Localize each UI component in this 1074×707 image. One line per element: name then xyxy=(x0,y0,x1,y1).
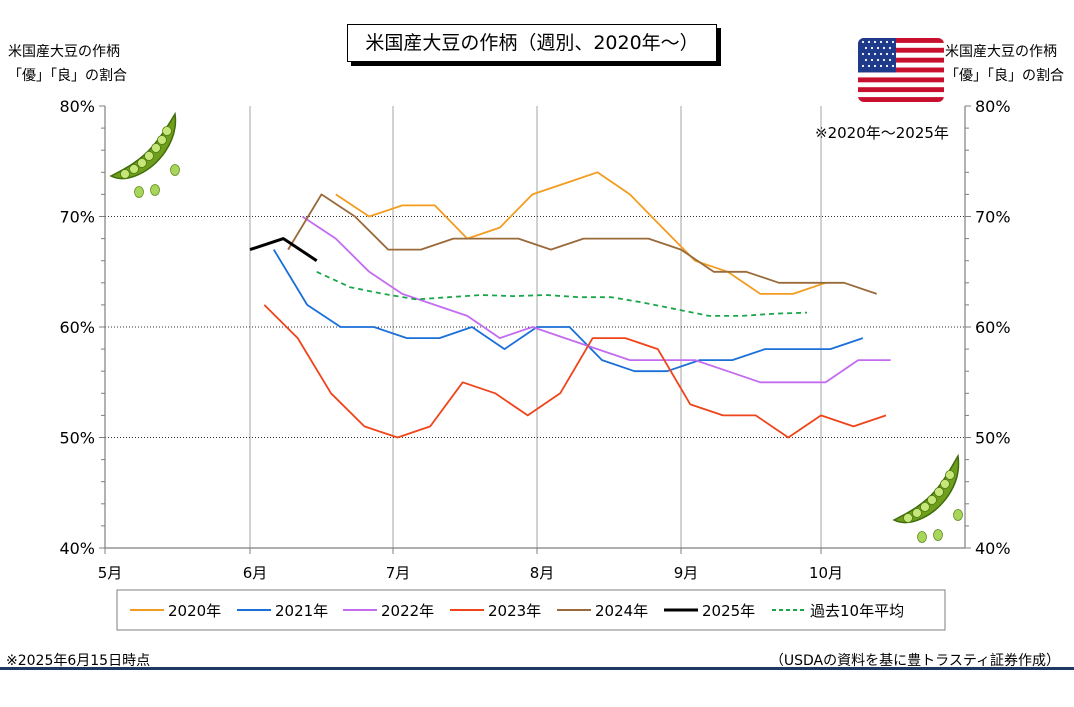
legend-label: 2025年 xyxy=(702,602,755,620)
left-axis-label-line2: 「優」「良」の割合 xyxy=(8,68,127,84)
date-note: ※2025年6月15日時点 xyxy=(6,653,151,669)
left-axis-label-line1: 米国産大豆の作柄 xyxy=(8,44,120,60)
legend-label: 2023年 xyxy=(488,602,541,620)
series-line-2022年 xyxy=(301,215,891,384)
right-axis-label: 米国産大豆の作柄 「優」「良」の割合 xyxy=(945,40,1064,88)
right-axis-label-line2: 「優」「良」の割合 xyxy=(945,68,1064,84)
series-line-2021年 xyxy=(273,249,864,373)
edamame-pod-icon-bottom-right xyxy=(890,450,970,548)
x-tick-label: 6月 xyxy=(243,564,268,582)
footer-rule xyxy=(0,667,1074,670)
chart-legend: 2020年 2021年 2022年 2023年 2024年 2025年 過去10年平均 xyxy=(116,589,946,631)
legend-label: 過去10年平均 xyxy=(810,602,904,620)
legend-label: 2021年 xyxy=(275,602,328,620)
series-line-2024年 xyxy=(287,193,877,295)
legend-label: 2024年 xyxy=(595,602,648,620)
period-note: ※2020年〜2025年 xyxy=(815,124,949,142)
y-tick-label-right: 70% xyxy=(975,208,1011,227)
x-tick-label: 8月 xyxy=(530,564,555,582)
left-axis-label: 米国産大豆の作柄 「優」「良」の割合 xyxy=(8,40,127,88)
y-tick-label-right: 40% xyxy=(975,539,1011,558)
y-tick-label-left: 50% xyxy=(59,429,95,448)
source-note: （USDAの資料を基に豊トラスティ証券作成） xyxy=(769,653,1060,669)
series-line-2025年 xyxy=(249,237,318,262)
y-tick-label-left: 40% xyxy=(59,539,95,558)
y-tick-label-right: 80% xyxy=(975,97,1011,116)
chart-title: 米国産大豆の作柄（週別、2020年〜） xyxy=(347,24,717,62)
x-tick-label: 9月 xyxy=(674,564,699,582)
crop-condition-chart: 40% 40% 50% 50% 60% 60% 70% 70% 80% 80% 5月 6月 7月 8月 9月… xyxy=(59,97,1011,631)
y-tick-label-left: 70% xyxy=(59,208,95,227)
us-flag-icon xyxy=(858,38,944,102)
y-tick-label-right: 60% xyxy=(975,318,1011,337)
right-axis-label-line1: 米国産大豆の作柄 xyxy=(945,44,1057,60)
series-line-過去10年平均 xyxy=(316,270,808,317)
x-tick-label: 7月 xyxy=(386,564,411,582)
y-tick-label-right: 50% xyxy=(975,429,1011,448)
series-line-2023年 xyxy=(263,304,887,439)
y-tick-label-left: 80% xyxy=(59,97,95,116)
legend-label: 2020年 xyxy=(168,602,221,620)
x-tick-label: 5月 xyxy=(98,564,123,582)
y-tick-label-left: 60% xyxy=(59,318,95,337)
x-tick-label: 10月 xyxy=(809,564,843,582)
series-line-2020年 xyxy=(335,171,826,295)
chart-axes: 40% 40% 50% 50% 60% 60% 70% 70% 80% 80% 5月 6月 7月 8月 9月… xyxy=(59,97,1010,582)
legend-label: 2022年 xyxy=(381,602,434,620)
chart-series xyxy=(249,171,891,439)
edamame-pod-icon-top-left xyxy=(105,108,187,204)
